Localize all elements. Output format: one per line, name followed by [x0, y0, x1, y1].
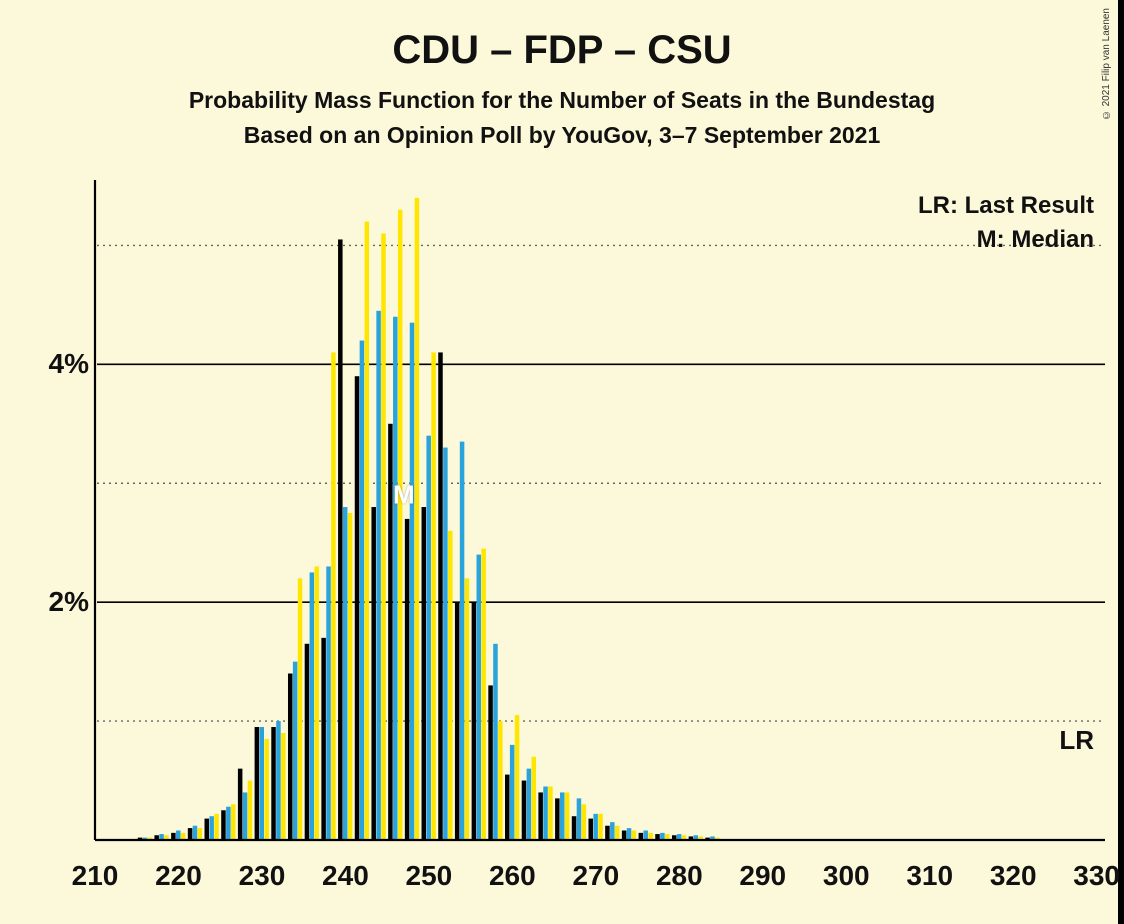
x-tick-label: 210: [72, 860, 119, 892]
subtitle-2: Based on an Opinion Poll by YouGov, 3–7 …: [0, 122, 1124, 149]
y-tick-label: 2%: [49, 586, 89, 618]
x-tick-label: 330: [1073, 860, 1120, 892]
x-tick-label: 270: [572, 860, 619, 892]
legend-m: M: Median: [977, 226, 1094, 254]
chart-svg: [0, 180, 1124, 924]
x-tick-label: 260: [489, 860, 536, 892]
x-tick-label: 230: [239, 860, 286, 892]
x-tick-label: 220: [155, 860, 202, 892]
x-tick-label: 320: [990, 860, 1037, 892]
plot-area: LR: Last Result M: Median LR M 2% 4% 210 2…: [0, 180, 1124, 924]
subtitle-1: Probability Mass Function for the Number…: [0, 87, 1124, 114]
title-block: CDU – FDP – CSU Probability Mass Functio…: [0, 0, 1124, 149]
y-tick-label: 4%: [49, 348, 89, 380]
lr-marker-label: LR: [1059, 725, 1094, 756]
x-tick-label: 240: [322, 860, 369, 892]
x-tick-label: 290: [739, 860, 786, 892]
x-tick-label: 280: [656, 860, 703, 892]
m-marker-label: M: [393, 480, 415, 511]
x-tick-label: 250: [406, 860, 453, 892]
copyright-text: © 2021 Filip van Laenen: [1101, 8, 1112, 120]
main-title: CDU – FDP – CSU: [0, 28, 1124, 73]
x-tick-label: 310: [906, 860, 953, 892]
legend-lr: LR: Last Result: [918, 192, 1094, 220]
x-tick-label: 300: [823, 860, 870, 892]
